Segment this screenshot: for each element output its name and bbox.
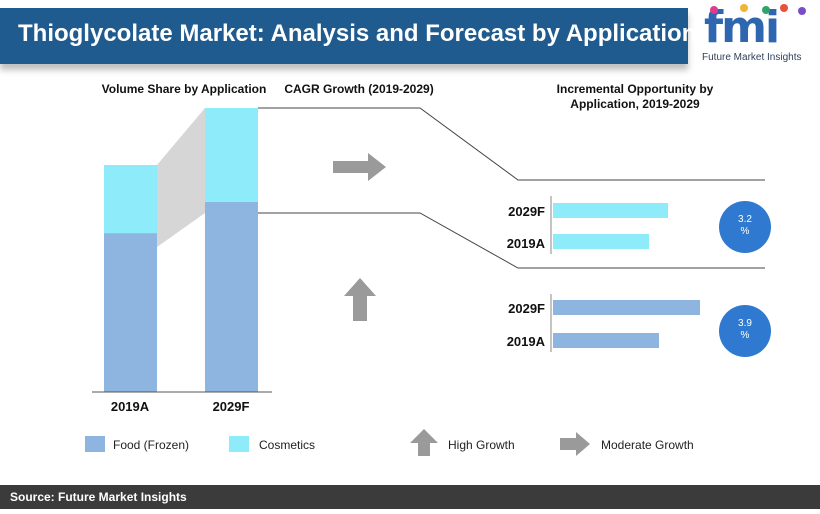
legend-label-cosmetics: Cosmetics [259, 438, 316, 452]
hbar-cosmetics-2029f [553, 203, 668, 218]
moderate-growth-arrow-icon [333, 153, 386, 181]
cagr-value: 3.2 [738, 214, 752, 225]
legend-moderate-growth-icon [560, 432, 590, 456]
logo-dot [798, 7, 806, 15]
volume-share-heading: Volume Share by Application [101, 82, 267, 96]
incremental-heading-line1: Incremental Opportunity by [556, 82, 714, 96]
bar-label-2029f: 2029F [213, 399, 250, 414]
title-band: Thioglycolate Market: Analysis and Forec… [0, 8, 696, 64]
cagr-heading: CAGR Growth (2019-2029) [284, 82, 434, 96]
legend-swatch-food [85, 436, 105, 452]
legend-label-moderate-growth: Moderate Growth [601, 438, 694, 452]
page-title: Thioglycolate Market: Analysis and Forec… [18, 20, 697, 47]
legend-swatch-cosmetics [229, 436, 249, 452]
fmi-logo: fmi Future Market Insights [700, 4, 816, 68]
hbar-label-2019a: 2019A [507, 334, 546, 349]
logo-dot [740, 4, 748, 12]
source-footer: Source: Future Market Insights [0, 485, 820, 509]
bar-label-2019a: 2019A [111, 399, 150, 414]
source-text: Source: Future Market Insights [10, 490, 187, 504]
bar-2019a-cosmetics [104, 165, 157, 234]
legend-label-high-growth: High Growth [448, 438, 515, 452]
cagr-bubble-food: 3.9 % [719, 305, 771, 357]
connector-line-top [258, 107, 765, 181]
hbar-label-2029f: 2029F [508, 204, 545, 219]
cagr-bubble-cosmetics: 3.2 % [719, 201, 771, 253]
bar-2029f-food [205, 201, 258, 392]
logo-dot [762, 6, 770, 14]
connector-line-bottom [258, 212, 765, 269]
hbar-label-2029f: 2029F [508, 301, 545, 316]
stack-connector [157, 108, 205, 247]
hbar-food-2029f [553, 300, 700, 315]
logo-dot [710, 6, 718, 14]
cagr-unit: % [740, 226, 750, 237]
high-growth-arrow-icon [344, 278, 376, 321]
hbar-label-2019a: 2019A [507, 236, 546, 251]
bar-2029f-cosmetics [205, 108, 258, 202]
legend-high-growth-icon [410, 429, 438, 456]
cagr-unit: % [740, 330, 750, 341]
bar-2019a-food [104, 233, 157, 392]
hbar-food-2019a [553, 333, 659, 348]
legend: Food (Frozen) Cosmetics High Growth Mode… [0, 436, 820, 454]
logo-dot [780, 4, 788, 12]
hbar-cosmetics-2019a [553, 234, 649, 249]
logo-subtitle: Future Market Insights [702, 52, 802, 63]
incremental-heading-line2: Application, 2019-2029 [570, 97, 700, 111]
legend-label-food: Food (Frozen) [113, 438, 190, 452]
cagr-value: 3.9 [738, 318, 752, 329]
